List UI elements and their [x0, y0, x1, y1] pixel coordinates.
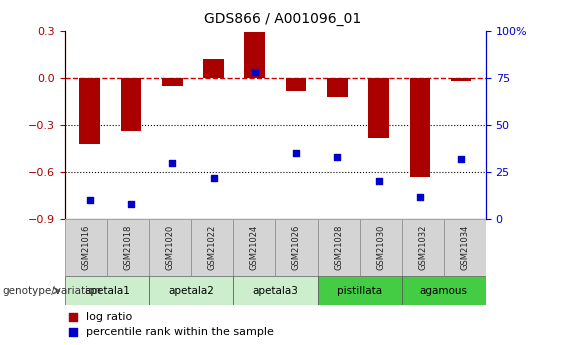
Text: GSM21032: GSM21032 — [418, 225, 427, 270]
Bar — [402, 276, 486, 305]
Point — [250, 70, 259, 75]
Point — [69, 329, 78, 335]
Text: apetala2: apetala2 — [168, 286, 214, 296]
Bar — [162, 78, 182, 86]
Text: GSM21028: GSM21028 — [334, 225, 343, 270]
Bar — [318, 276, 402, 305]
Text: apetala3: apetala3 — [253, 286, 298, 296]
Point — [374, 179, 383, 184]
Bar — [233, 219, 276, 276]
Text: percentile rank within the sample: percentile rank within the sample — [86, 327, 274, 337]
Bar — [233, 276, 318, 305]
Bar — [107, 219, 149, 276]
Text: agamous: agamous — [420, 286, 468, 296]
Bar — [65, 219, 107, 276]
Bar — [402, 219, 444, 276]
Point — [85, 197, 94, 203]
Bar — [360, 219, 402, 276]
Text: GSM21034: GSM21034 — [460, 225, 470, 270]
Bar — [245, 32, 265, 78]
Bar — [149, 276, 233, 305]
Point — [168, 160, 177, 166]
Bar — [276, 219, 318, 276]
Bar — [318, 219, 360, 276]
Bar — [410, 78, 430, 177]
Bar — [444, 219, 486, 276]
Text: GSM21022: GSM21022 — [208, 225, 217, 270]
Bar — [80, 78, 100, 144]
Bar — [203, 59, 224, 78]
Bar — [286, 78, 306, 91]
Text: GSM21024: GSM21024 — [250, 225, 259, 270]
Point — [333, 154, 342, 160]
Bar — [368, 78, 389, 138]
Text: GSM21020: GSM21020 — [166, 225, 175, 270]
Bar — [149, 219, 191, 276]
Point — [69, 314, 78, 319]
Bar — [451, 78, 471, 81]
Point — [292, 150, 301, 156]
Point — [127, 201, 136, 207]
Text: GSM21030: GSM21030 — [376, 225, 385, 270]
Text: pistillata: pistillata — [337, 286, 382, 296]
Text: genotype/variation: genotype/variation — [3, 286, 102, 296]
Point — [209, 175, 218, 180]
Bar — [121, 78, 141, 131]
Text: GDS866 / A001096_01: GDS866 / A001096_01 — [204, 12, 361, 26]
Bar — [191, 219, 233, 276]
Text: GSM21018: GSM21018 — [124, 225, 133, 270]
Text: GSM21016: GSM21016 — [81, 225, 90, 270]
Point — [457, 156, 466, 162]
Bar — [327, 78, 347, 97]
Text: apetala1: apetala1 — [84, 286, 130, 296]
Point — [415, 194, 424, 199]
Text: log ratio: log ratio — [86, 312, 132, 322]
Bar — [65, 276, 149, 305]
Text: GSM21026: GSM21026 — [292, 225, 301, 270]
